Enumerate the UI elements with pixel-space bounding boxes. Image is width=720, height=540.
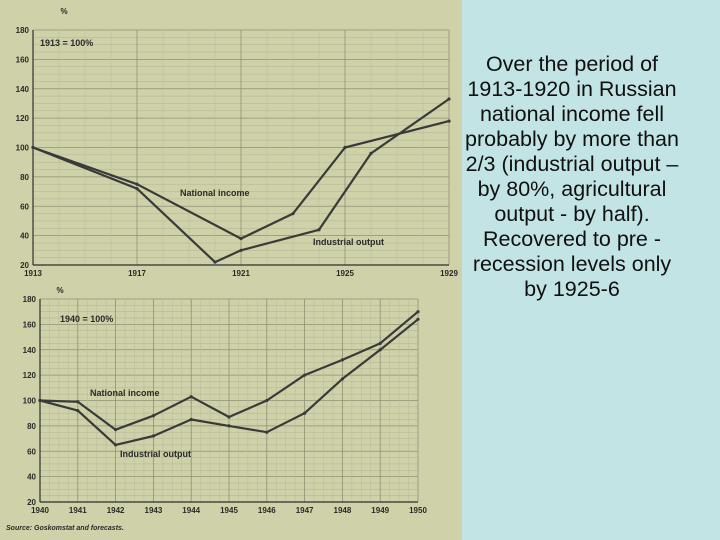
data-point-industrial-output bbox=[76, 409, 80, 413]
data-point-national-income bbox=[416, 310, 420, 314]
data-point-national-income bbox=[189, 395, 193, 399]
y-tick-label: 100 bbox=[23, 397, 37, 406]
y-tick-label: 180 bbox=[16, 26, 30, 35]
y-tick-label: 120 bbox=[23, 371, 37, 380]
y-tick-label: 160 bbox=[23, 320, 37, 329]
y-tick-label: 40 bbox=[20, 232, 29, 241]
x-tick-label: 1950 bbox=[409, 506, 427, 515]
data-point-national-income bbox=[303, 373, 307, 377]
y-tick-label: 80 bbox=[27, 422, 36, 431]
data-point-industrial-output bbox=[369, 151, 373, 155]
unit-label: % bbox=[60, 7, 67, 16]
x-tick-label: 1917 bbox=[128, 269, 146, 278]
data-point-national-income bbox=[239, 236, 243, 241]
data-point-national-income bbox=[227, 415, 231, 419]
series-line-national-income bbox=[32, 120, 450, 240]
data-point-national-income bbox=[114, 428, 118, 432]
data-point-industrial-output bbox=[303, 411, 307, 415]
series-label-national-income: National income bbox=[90, 388, 160, 398]
y-tick-label: 40 bbox=[27, 473, 36, 482]
x-tick-label: 1942 bbox=[107, 506, 125, 515]
data-point-industrial-output bbox=[213, 260, 217, 264]
source-note: Source: Goskomstat and forecasts. bbox=[6, 525, 124, 532]
data-point-national-income bbox=[151, 414, 155, 418]
x-tick-label: 1943 bbox=[145, 506, 163, 515]
x-tick-label: 1948 bbox=[334, 506, 352, 515]
y-tick-label: 60 bbox=[20, 202, 29, 211]
x-tick-label: 1925 bbox=[336, 269, 354, 278]
y-tick-label: 180 bbox=[23, 295, 37, 304]
data-point-industrial-output bbox=[317, 228, 321, 232]
x-tick-label: 1929 bbox=[440, 269, 458, 278]
x-tick-label: 1945 bbox=[220, 506, 238, 515]
base-label: 1940 = 100% bbox=[60, 314, 113, 324]
data-point-industrial-output bbox=[135, 187, 139, 191]
x-tick-label: 1921 bbox=[232, 269, 250, 278]
data-point-industrial-output bbox=[114, 443, 118, 447]
data-point-industrial-output bbox=[227, 424, 231, 428]
data-point-national-income bbox=[291, 211, 295, 216]
x-tick-label: 1940 bbox=[31, 506, 49, 515]
data-point-industrial-output bbox=[239, 248, 243, 252]
data-point-industrial-output bbox=[38, 398, 42, 403]
x-tick-label: 1941 bbox=[69, 506, 87, 515]
data-point-industrial-output bbox=[189, 417, 193, 422]
data-point-industrial-output bbox=[447, 97, 451, 101]
unit-label: % bbox=[56, 286, 63, 295]
data-point-national-income bbox=[265, 398, 269, 403]
data-point-national-income bbox=[343, 145, 347, 150]
grid bbox=[39, 298, 419, 503]
y-tick-label: 60 bbox=[27, 447, 36, 456]
y-tick-label: 20 bbox=[20, 261, 29, 270]
charts-svg: 20 40 60 80 100 120 140 160 180 1913 1917 1921 1925 1… bbox=[6, 7, 459, 532]
data-point-industrial-output bbox=[265, 430, 269, 434]
y-tick-label: 120 bbox=[16, 114, 30, 123]
series-label-national-income: National income bbox=[180, 188, 250, 198]
data-point-national-income bbox=[340, 358, 344, 362]
x-tick-label: 1913 bbox=[24, 269, 42, 278]
data-point-national-income bbox=[135, 182, 139, 186]
x-tick-label: 1944 bbox=[182, 506, 200, 515]
data-point-national-income bbox=[378, 341, 382, 346]
y-tick-label: 140 bbox=[16, 85, 30, 94]
y-tick-label: 20 bbox=[27, 498, 36, 507]
x-tick-label: 1949 bbox=[371, 506, 389, 515]
chart-1940-1950: 20 40 60 80 100 120 140 160 180 1940 1941 1942 1943 1… bbox=[6, 286, 427, 532]
caption-text: Over the period of 1913-1920 in Russian … bbox=[465, 52, 679, 301]
data-point-industrial-output bbox=[151, 434, 155, 438]
y-tick-label: 80 bbox=[20, 173, 29, 182]
chart-1913-1929: 20 40 60 80 100 120 140 160 180 1913 1917 1921 1925 1… bbox=[16, 7, 459, 278]
series-label-industrial-output: Industrial output bbox=[120, 449, 191, 459]
data-point-industrial-output bbox=[378, 348, 382, 352]
data-point-industrial-output bbox=[31, 145, 35, 150]
base-label: 1913 = 100% bbox=[40, 38, 93, 48]
x-tick-label: 1947 bbox=[296, 506, 314, 515]
x-tick-label: 1946 bbox=[258, 506, 276, 515]
series-label-industrial-output: Industrial output bbox=[313, 237, 384, 247]
grid bbox=[32, 29, 450, 266]
y-tick-label: 140 bbox=[23, 346, 37, 355]
data-point-national-income bbox=[447, 119, 451, 123]
chart-photo: 20 40 60 80 100 120 140 160 180 1913 1917 1921 1925 1… bbox=[0, 0, 462, 540]
data-point-industrial-output bbox=[340, 377, 344, 381]
data-point-national-income bbox=[76, 400, 80, 404]
data-point-industrial-output bbox=[416, 317, 420, 321]
y-tick-label: 100 bbox=[16, 144, 30, 153]
y-tick-label: 160 bbox=[16, 55, 30, 64]
